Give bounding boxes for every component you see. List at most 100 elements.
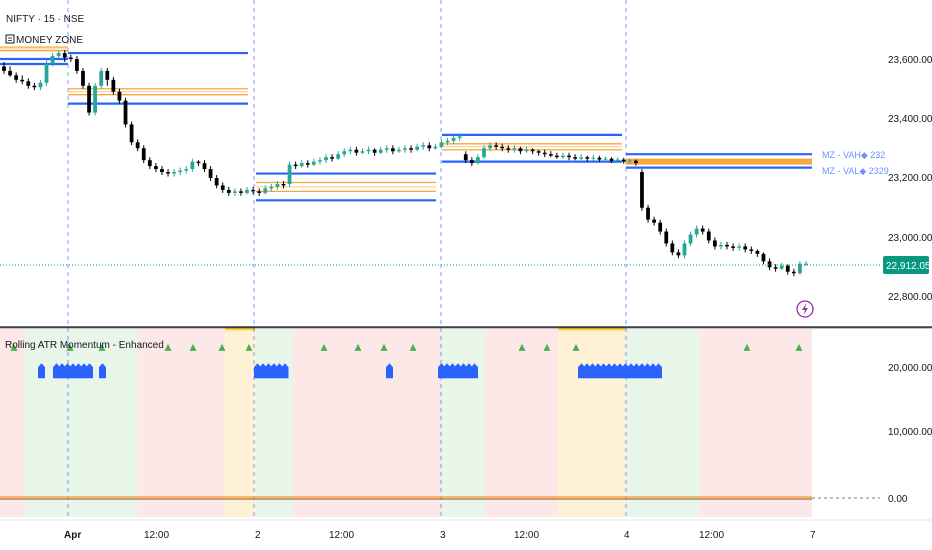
signal-up-triangle-4 [189, 343, 197, 351]
signal-marker-24 [583, 363, 591, 379]
signal-marker-32 [627, 363, 635, 379]
candle-body-87 [530, 149, 535, 152]
time-label-1200-b: 12:00 [329, 530, 354, 541]
candle-body-84 [512, 148, 517, 150]
candle-body-75 [457, 136, 462, 138]
last-price-badge[interactable] [883, 256, 929, 274]
candle-body-69 [421, 145, 426, 147]
signal-marker-13 [276, 363, 283, 379]
signal-marker-12 [270, 363, 278, 379]
bg-band-9 [626, 329, 700, 517]
price-tick-23000: 23,000.00 [888, 233, 932, 244]
candle-body-67 [409, 148, 413, 150]
candle-body-86 [524, 149, 529, 152]
indicator-label[interactable]: MONEY ZONE [16, 35, 83, 46]
candle-body-112 [682, 243, 687, 256]
candle-body-102 [621, 159, 626, 162]
candle-body-39 [239, 191, 243, 193]
signal-marker-29 [611, 363, 618, 379]
signal-marker-19 [454, 363, 462, 379]
candle-body-38 [232, 191, 237, 193]
signal-marker-7 [86, 363, 93, 379]
signal-marker-22 [471, 363, 478, 379]
candle-body-79 [482, 148, 486, 158]
candle-body-47 [287, 164, 292, 184]
signal-marker-9 [254, 363, 261, 379]
signal-marker-1 [53, 363, 60, 379]
candle-body-110 [670, 243, 675, 253]
bg-band-1 [25, 329, 137, 517]
signal-marker-20 [460, 363, 467, 379]
signal-up-triangle-7 [320, 343, 328, 351]
candle-body-128 [779, 265, 784, 269]
candle-body-42 [257, 191, 262, 193]
candle-body-44 [269, 186, 274, 189]
candle-body-117 [712, 240, 717, 247]
candle-body-66 [403, 148, 407, 150]
candle-body-6 [38, 82, 43, 88]
bg-band-8 [558, 329, 626, 517]
candle-body-114 [694, 228, 699, 235]
candle-body-74 [451, 137, 456, 141]
candlestick-series[interactable] [2, 50, 808, 277]
signal-up-triangle-11 [518, 343, 526, 351]
time-label-4: 4 [624, 530, 630, 541]
signal-up-triangle-9 [380, 343, 388, 351]
candle-body-109 [664, 231, 669, 244]
signal-marker-11 [265, 363, 272, 379]
candle-body-41 [251, 189, 255, 192]
signal-up-triangle-5 [218, 343, 226, 351]
candle-body-118 [719, 244, 723, 247]
signal-marker-17 [443, 363, 451, 379]
signal-up-triangle-12 [543, 343, 551, 351]
lower-pane-background [0, 327, 812, 517]
bg-band-7 [485, 329, 558, 517]
signal-marker-37 [655, 363, 662, 379]
candle-body-36 [220, 185, 225, 190]
candle-body-58 [354, 149, 359, 153]
candle-body-9 [56, 53, 61, 57]
candle-body-1 [8, 70, 12, 76]
candle-body-50 [305, 163, 310, 165]
candle-body-70 [427, 145, 432, 149]
symbol-title[interactable]: NIFTY · 15 · NSE [6, 14, 84, 25]
signal-marker-31 [622, 363, 629, 379]
candle-body-94 [573, 157, 578, 159]
candle-body-16 [99, 70, 104, 86]
candle-body-56 [342, 151, 347, 155]
candle-body-127 [773, 267, 778, 269]
candle-body-35 [214, 178, 219, 186]
signal-marker-23 [578, 363, 585, 379]
candle-body-62 [378, 149, 383, 153]
lower-tick-20000: 20,000.00 [888, 363, 932, 374]
candle-body-24 [147, 160, 152, 167]
signal-marker-28 [605, 363, 613, 379]
atr-signal-series[interactable] [10, 343, 803, 379]
candle-body-2 [14, 75, 19, 80]
candle-body-27 [166, 172, 170, 174]
candle-body-101 [615, 159, 620, 161]
candle-body-130 [791, 271, 796, 274]
signal-up-triangle-2 [98, 343, 106, 351]
signal-up-triangle-14 [743, 343, 751, 351]
candle-body-65 [397, 149, 401, 152]
lightning-icon[interactable] [796, 300, 814, 318]
lower-pane-title[interactable]: Rolling ATR Momentum - Enhanced [5, 340, 164, 351]
candle-body-10 [62, 53, 67, 58]
candle-body-64 [390, 148, 395, 152]
candle-body-108 [658, 222, 663, 232]
candle-body-99 [603, 158, 608, 160]
signal-marker-2 [58, 363, 66, 379]
candle-body-53 [324, 157, 328, 161]
candle-body-21 [129, 124, 134, 143]
price-tick-22800: 22,800.00 [888, 292, 932, 303]
signal-marker-33 [633, 363, 640, 379]
candle-body-72 [439, 142, 444, 147]
candle-body-113 [688, 234, 693, 244]
signal-up-triangle-13 [572, 343, 580, 351]
candle-body-60 [366, 149, 371, 152]
signal-up-triangle-10 [409, 343, 417, 351]
candle-body-40 [245, 189, 249, 193]
candle-body-106 [646, 207, 650, 220]
candle-body-105 [640, 172, 644, 208]
